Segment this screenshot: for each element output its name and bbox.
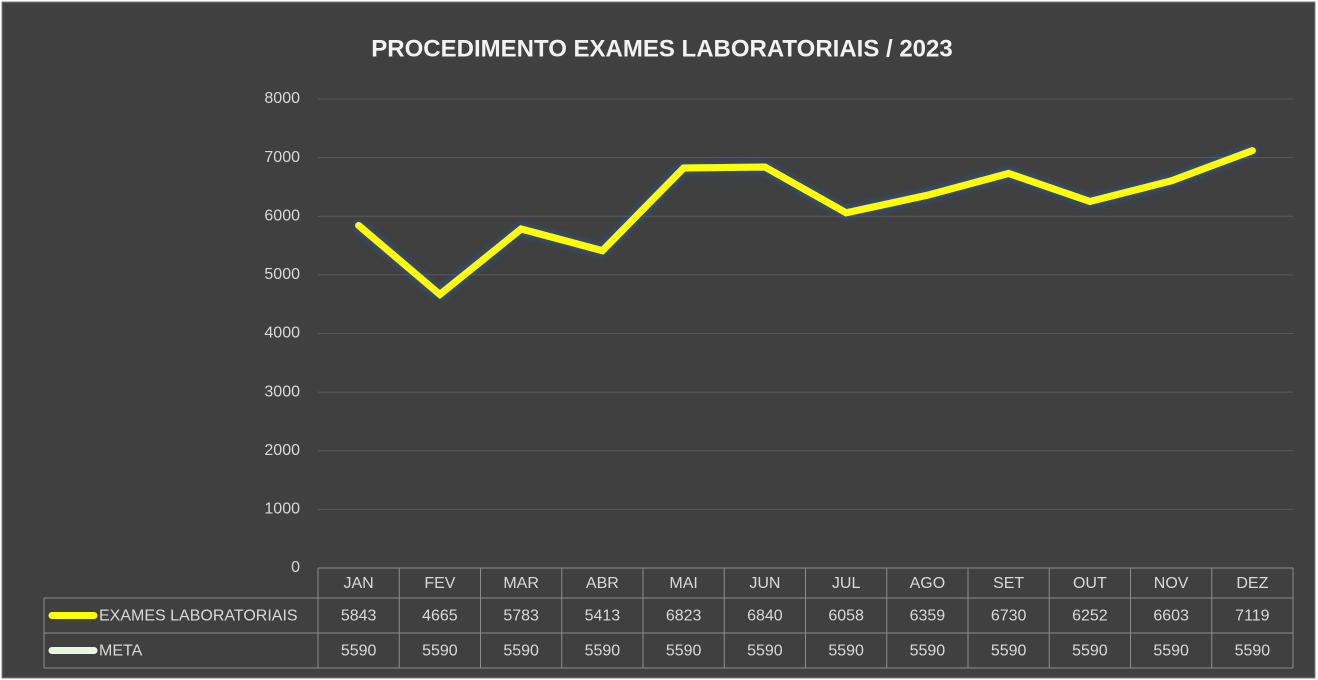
table-value: 5590 (828, 643, 864, 660)
x-tick-label: NOV (1154, 575, 1189, 592)
x-tick-label: MAR (503, 575, 539, 592)
legend-label: META (99, 643, 143, 660)
table-value: 6252 (1072, 608, 1108, 625)
x-tick-label: JAN (344, 575, 374, 592)
table-value: 5590 (991, 643, 1027, 660)
table-value: 5590 (585, 643, 621, 660)
x-tick-label: ABR (586, 575, 619, 592)
x-tick-label: JUN (749, 575, 780, 592)
table-value: 7119 (1235, 608, 1270, 625)
table-value: 6730 (991, 608, 1027, 625)
table-value: 5590 (422, 643, 458, 660)
table-value: 5590 (1235, 643, 1271, 660)
x-tick-label: AGO (910, 575, 946, 592)
table-value: 5590 (503, 643, 539, 660)
y-tick-label: 6000 (264, 207, 300, 224)
table-value: 5590 (747, 643, 783, 660)
y-tick-label: 8000 (264, 90, 300, 107)
y-tick-label: 7000 (264, 149, 300, 166)
x-tick-label: SET (993, 575, 1024, 592)
series-line (355, 147, 1256, 300)
y-tick-label: 0 (291, 559, 300, 576)
y-tick-label: 1000 (264, 501, 300, 518)
table-value: 5783 (503, 608, 539, 625)
y-tick-label: 2000 (264, 442, 300, 459)
table-value: 6840 (747, 608, 783, 625)
table-value: 6058 (828, 608, 864, 625)
x-tick-label: DEZ (1236, 575, 1268, 592)
x-tick-label: JUL (832, 575, 861, 592)
table-value: 5590 (1153, 643, 1189, 660)
y-tick-label: 3000 (264, 383, 300, 400)
y-tick-label: 5000 (264, 266, 300, 283)
table-value: 5590 (341, 643, 377, 660)
table-value: 5413 (585, 608, 621, 625)
y-tick-label: 4000 (264, 325, 300, 342)
table-value: 6359 (910, 608, 946, 625)
table-value: 4665 (422, 608, 458, 625)
table-value: 5590 (1072, 643, 1108, 660)
chart-title: PROCEDIMENTO EXAMES LABORATORIAIS / 2023 (371, 35, 952, 62)
table-value: 5843 (341, 608, 377, 625)
x-tick-label: MAI (669, 575, 697, 592)
x-tick-label: FEV (424, 575, 455, 592)
table-value: 5590 (666, 643, 702, 660)
legend-label: EXAMES LABORATORIAIS (99, 608, 298, 625)
table-value: 6603 (1153, 608, 1189, 625)
table-value: 5590 (910, 643, 946, 660)
x-tick-label: OUT (1073, 575, 1107, 592)
table-value: 6823 (666, 608, 702, 625)
